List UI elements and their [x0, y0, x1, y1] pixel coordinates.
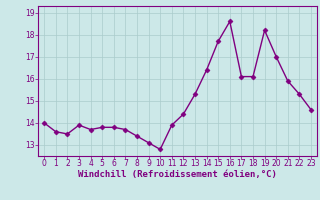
X-axis label: Windchill (Refroidissement éolien,°C): Windchill (Refroidissement éolien,°C) — [78, 170, 277, 179]
